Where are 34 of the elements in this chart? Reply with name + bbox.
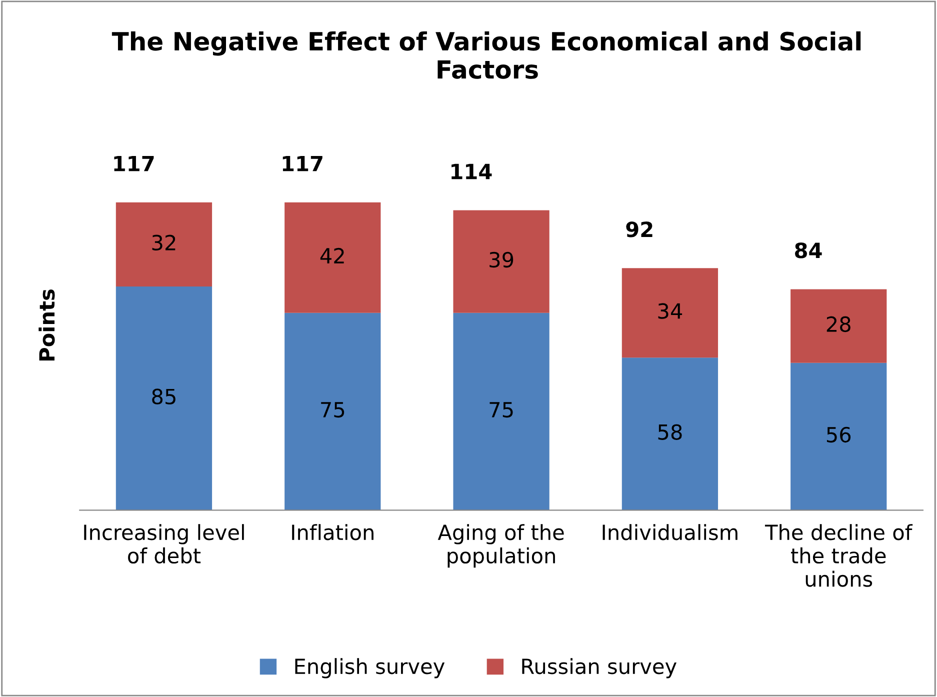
x-tick-label: Increasing level of debt [84, 524, 244, 564]
bar [790, 289, 887, 363]
data-label: 75 [321, 402, 344, 418]
chart-title: The Negative Effect of Various Economical and Social Factors [112, 31, 861, 79]
data-label: 28 [826, 316, 850, 332]
y-axis-title: Points [38, 290, 55, 361]
x-tick-label: Aging of the population [438, 524, 564, 568]
total-label: 114 [452, 164, 492, 180]
bar [116, 202, 212, 287]
total-label: 117 [282, 156, 322, 172]
data-label: 32 [152, 234, 176, 251]
bar [622, 358, 718, 510]
legend-label: Russian survey [522, 658, 676, 678]
bar [284, 312, 381, 510]
x-tick-label: Inflation [292, 524, 374, 540]
data-label: 58 [658, 424, 682, 440]
total-label: 92 [626, 221, 652, 238]
bar [453, 210, 550, 313]
bar [453, 312, 550, 510]
total-label: 117 [114, 156, 154, 172]
data-label: 34 [658, 303, 682, 319]
bar [284, 202, 381, 313]
bar [116, 286, 212, 510]
data-label: 39 [490, 252, 514, 268]
bar [790, 362, 887, 510]
data-label: 56 [826, 426, 851, 443]
total-label: 84 [795, 242, 822, 258]
x-tick-label: Individualism [602, 524, 738, 540]
data-label: 85 [152, 388, 176, 404]
data-label: 75 [490, 402, 513, 418]
bar [622, 268, 718, 358]
legend-label: English survey [295, 658, 445, 678]
x-tick-label: The decline of the trade unions [764, 524, 913, 587]
data-label: 42 [320, 248, 344, 264]
